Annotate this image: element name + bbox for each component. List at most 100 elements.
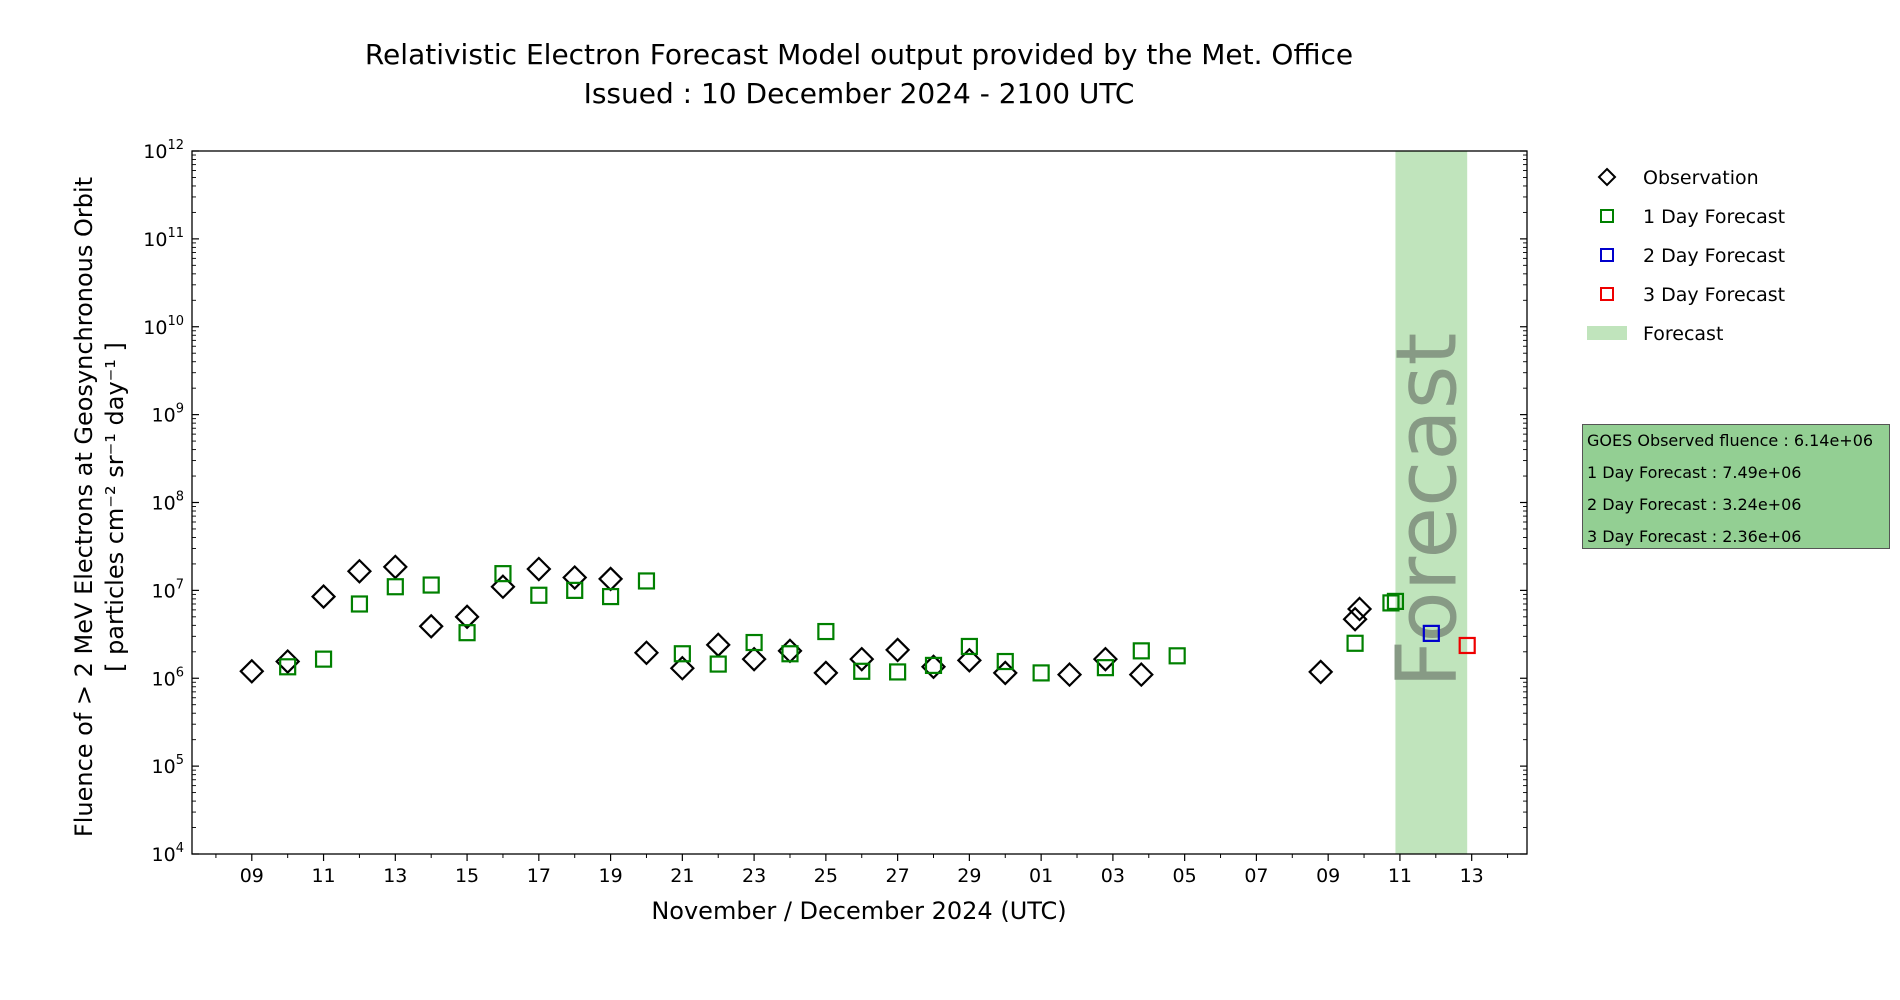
1-day-forecast-point — [530, 586, 548, 604]
x-tick-label: 15 — [455, 865, 479, 887]
legend: Observation 1 Day Forecast 2 Day Forecast 3… — [1587, 167, 1785, 345]
y-tick-label: 1010 — [143, 314, 184, 339]
1-day-forecast-point — [637, 572, 656, 590]
observation-point — [1056, 662, 1083, 688]
1-day-forecast-point — [458, 624, 476, 642]
x-tick-label: 11 — [1388, 865, 1412, 887]
y-tick-label: 108 — [152, 490, 184, 515]
legend-2-day-forecast-label: 2 Day Forecast — [1643, 245, 1785, 267]
x-tick-label: 03 — [1101, 865, 1125, 887]
observation-point — [562, 564, 588, 591]
legend-2-day-forecast-marker — [1600, 248, 1614, 262]
y-axis-label-line2: [ particles cm⁻² sr⁻¹ day⁻¹ ] — [101, 342, 129, 672]
observation-point — [311, 584, 337, 610]
observation-point — [490, 574, 516, 600]
points-layer — [239, 554, 1476, 688]
1-day-forecast-point — [601, 587, 620, 606]
chart-subtitle: Issued : 10 December 2024 - 2100 UTC — [584, 77, 1135, 110]
y-tick-label: 106 — [152, 665, 184, 690]
info-goes-observed: GOES Observed fluence : 6.14e+06 — [1587, 431, 1874, 450]
info-2-day-forecast: 2 Day Forecast : 3.24e+06 — [1587, 495, 1802, 514]
fluence-info-box: GOES Observed fluence : 6.14e+06 1 Day F… — [1582, 424, 1890, 549]
1-day-forecast-point — [817, 622, 835, 641]
legend-3-day-forecast-label: 3 Day Forecast — [1643, 284, 1785, 306]
observation-point — [382, 554, 408, 580]
x-tick-label: 05 — [1173, 865, 1197, 887]
1-day-forecast-point — [1382, 594, 1400, 612]
observation-point — [705, 632, 731, 658]
legend-1-day-forecast-marker — [1600, 209, 1614, 223]
x-tick-label: 29 — [957, 865, 981, 887]
1-day-forecast-point — [422, 576, 440, 594]
observation-point — [633, 640, 660, 666]
1-day-forecast-point — [673, 645, 691, 663]
x-tick-label: 13 — [1460, 865, 1484, 887]
forecast-band — [1395, 151, 1468, 854]
legend-forecast-label: Forecast — [1643, 323, 1723, 345]
plot-frame — [191, 150, 1528, 855]
1-day-forecast-point — [350, 595, 369, 613]
x-tick-label: 07 — [1244, 865, 1268, 887]
legend-observation-marker — [1597, 167, 1617, 187]
x-tick-label: 25 — [814, 865, 838, 887]
1-day-forecast-point — [709, 655, 727, 673]
observation-point — [741, 646, 767, 672]
1-day-forecast-point — [279, 658, 297, 676]
2-day-forecast-point — [1422, 624, 1440, 642]
1-day-forecast-point — [1032, 664, 1050, 682]
x-tick-label: 13 — [383, 865, 407, 887]
observation-point — [1092, 646, 1118, 672]
1-day-forecast-point — [960, 637, 978, 656]
observation-point — [239, 658, 265, 684]
observation-point — [813, 660, 839, 686]
x-tick-label: 23 — [742, 865, 766, 887]
observation-point — [1342, 606, 1368, 632]
x-tick-label: 11 — [311, 865, 335, 887]
x-axis-label: November / December 2024 (UTC) — [651, 897, 1066, 925]
ticks-layer: 09 11 13 15 17 19 21 23 25 27 29 01 03 05 07 09 11 13 104 1… — [143, 138, 1527, 887]
y-tick-label: 109 — [152, 402, 184, 427]
y-tick-label: 105 — [152, 753, 184, 778]
observation-point — [885, 637, 911, 663]
x-tick-label: 09 — [1316, 865, 1340, 887]
1-day-forecast-point — [314, 650, 333, 668]
forecast-band-label: Forecast — [1377, 333, 1475, 688]
1-day-forecast-point — [386, 578, 404, 596]
observation-point — [956, 647, 982, 673]
x-tick-label: 17 — [527, 865, 551, 887]
observation-point — [1347, 596, 1373, 622]
1-day-forecast-point — [745, 633, 763, 652]
y-axis-label-line1: Fluence of > 2 MeV Electrons at Geosynch… — [70, 177, 98, 837]
1-day-forecast-point — [996, 652, 1014, 671]
x-tick-label: 19 — [598, 865, 622, 887]
x-tick-label: 21 — [670, 865, 694, 887]
observation-point — [669, 655, 695, 681]
observation-point — [1308, 659, 1334, 685]
1-day-forecast-point — [494, 565, 512, 583]
1-day-forecast-point — [1132, 642, 1150, 660]
legend-forecast-patch — [1587, 326, 1627, 340]
1-day-forecast-point — [1386, 592, 1405, 611]
1-day-forecast-point — [924, 656, 943, 675]
legend-1-day-forecast-label: 1 Day Forecast — [1643, 206, 1785, 228]
y-tick-label: 104 — [152, 841, 184, 866]
1-day-forecast-point — [889, 663, 907, 681]
y-tick-label: 1011 — [143, 226, 184, 251]
observation-point — [275, 648, 301, 675]
chart-title: Relativistic Electron Forecast Model out… — [365, 38, 1353, 71]
1-day-forecast-point — [853, 662, 871, 680]
legend-3-day-forecast-marker — [1600, 287, 1614, 301]
3-day-forecast-point — [1458, 636, 1476, 655]
observation-point — [526, 556, 552, 582]
y-tick-label: 1012 — [143, 138, 184, 163]
observation-point — [454, 604, 480, 630]
forecast-band-layer: Forecast — [1377, 151, 1475, 854]
observation-point — [346, 558, 372, 584]
1-day-forecast-point — [1096, 659, 1115, 677]
x-tick-label: 27 — [886, 865, 910, 887]
x-tick-label: 09 — [240, 865, 264, 887]
observation-point — [598, 566, 624, 592]
observation-point — [849, 646, 875, 672]
info-3-day-forecast: 3 Day Forecast : 2.36e+06 — [1587, 527, 1802, 546]
